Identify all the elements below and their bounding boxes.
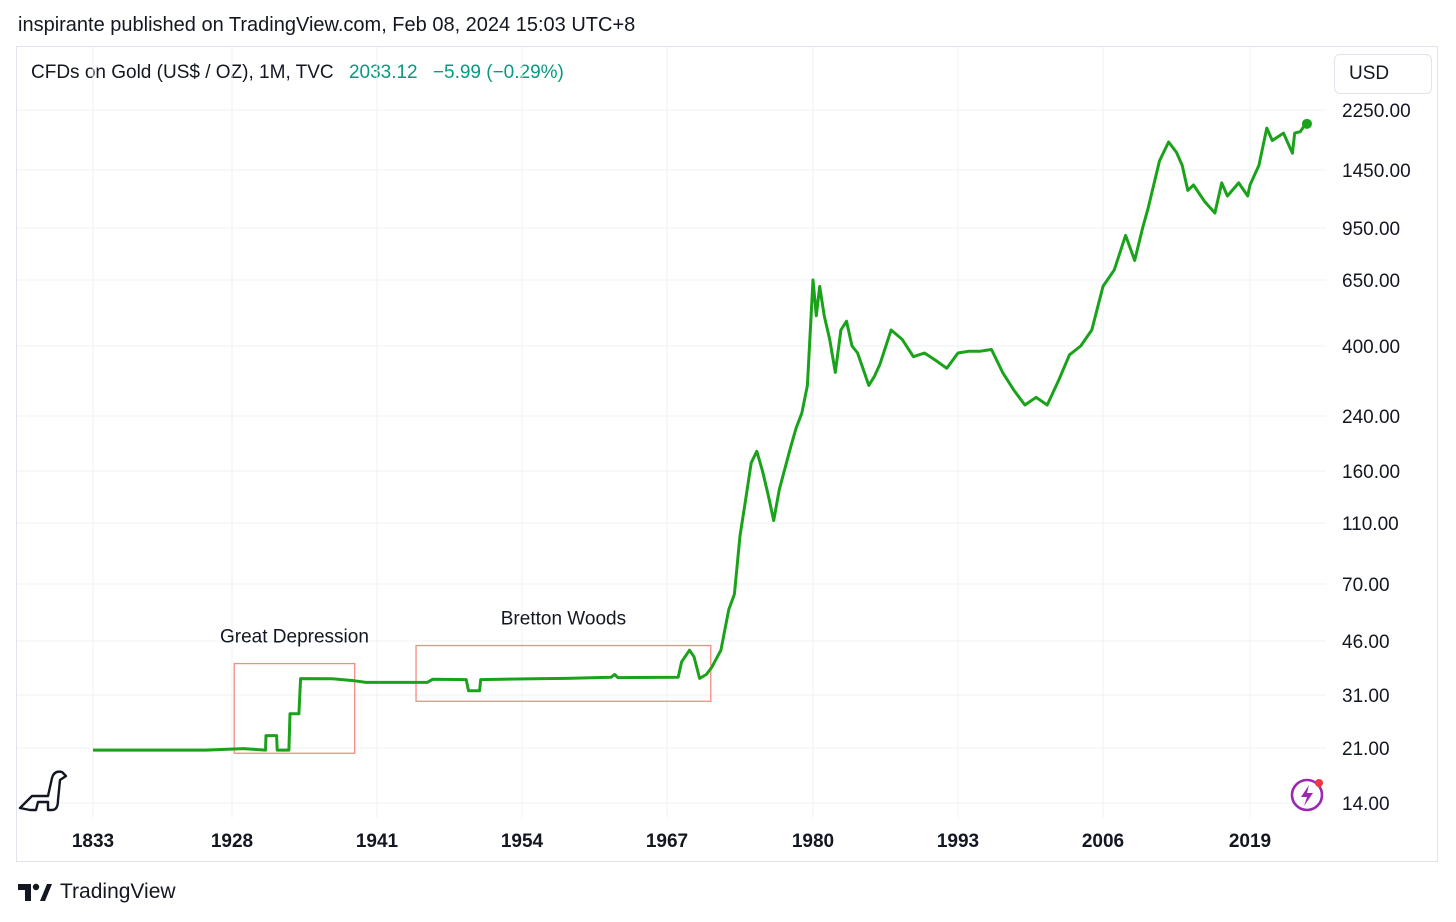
- y-axis: 2250.00 1450.00 950.00 650.00 400.00 240.00 16…: [1342, 101, 1411, 815]
- x-tick-label: 1928: [211, 831, 253, 852]
- y-tick-label: 650.00: [1342, 271, 1400, 292]
- last-price: 2033.12: [348, 62, 418, 83]
- x-tick-label: 2006: [1082, 831, 1124, 852]
- y-tick-label: 160.00: [1342, 462, 1400, 483]
- grid: [17, 47, 1326, 818]
- brand-label: TradingView: [60, 880, 176, 903]
- y-tick-label: 2250.00: [1342, 101, 1411, 122]
- x-axis: 1833 1928 1941 1954 1967 1980 1993 2006 2019: [72, 831, 1271, 852]
- chart-frame: [16, 46, 1438, 862]
- chart-legend: CFDs on Gold (US$ / OZ), 1M, TVC 2033.12…: [31, 62, 564, 84]
- x-tick-label: 1993: [937, 831, 979, 852]
- y-tick-label: 1450.00: [1342, 161, 1411, 182]
- y-tick-label: 14.00: [1342, 794, 1390, 815]
- currency-button[interactable]: USD: [1334, 54, 1432, 94]
- lightning-icon[interactable]: [1290, 778, 1324, 812]
- y-tick-label: 950.00: [1342, 219, 1400, 240]
- y-tick-label: 46.00: [1342, 632, 1390, 653]
- x-tick-label: 1967: [646, 831, 688, 852]
- x-tick-label: 1941: [356, 831, 399, 852]
- y-tick-label: 21.00: [1342, 739, 1390, 760]
- x-tick-label: 1980: [792, 831, 834, 852]
- y-tick-label: 70.00: [1342, 575, 1390, 596]
- last-price-dot: [1301, 118, 1312, 129]
- price-change: −5.99 (−0.29%): [432, 62, 564, 83]
- footer-brand[interactable]: TradingView: [18, 880, 176, 904]
- annotation-box[interactable]: [233, 662, 356, 754]
- publisher-line: inspirante published on TradingView.com,…: [18, 14, 636, 36]
- y-tick-label: 240.00: [1342, 407, 1400, 428]
- x-tick-label: 2019: [1229, 831, 1271, 852]
- x-tick-label: 1833: [72, 831, 114, 852]
- y-tick-label: 400.00: [1342, 337, 1400, 358]
- x-tick-label: 1954: [501, 831, 544, 852]
- dinosaur-logo-icon[interactable]: [18, 770, 68, 812]
- tradingview-logo-icon: [18, 883, 52, 901]
- annotation-boxes: Great Depression Bretton Woods: [220, 609, 712, 754]
- price-line: [93, 121, 1308, 752]
- y-tick-label: 110.00: [1342, 514, 1399, 535]
- y-tick-label: 31.00: [1342, 686, 1390, 707]
- symbol-label[interactable]: CFDs on Gold (US$ / OZ), 1M, TVC: [31, 62, 334, 83]
- annotation-box[interactable]: [415, 644, 712, 702]
- annotation-label: Bretton Woods: [501, 609, 626, 630]
- annotation-label: Great Depression: [220, 627, 369, 648]
